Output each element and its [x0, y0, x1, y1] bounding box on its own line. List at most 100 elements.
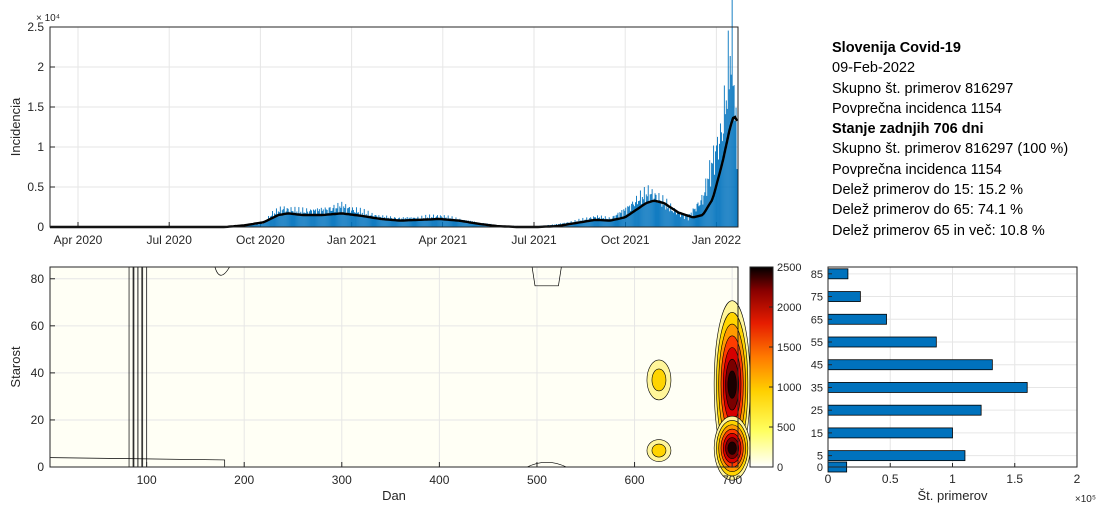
- incidence-bar: [646, 196, 648, 227]
- incidence-bar: [433, 214, 434, 227]
- incidence-bar: [323, 215, 325, 227]
- incidence-bar: [271, 215, 272, 227]
- incidence-bar: [616, 214, 618, 227]
- heatmap-x-tick-label: 700: [722, 473, 742, 487]
- incidence-bar: [473, 223, 474, 227]
- incidence-bar: [726, 108, 728, 227]
- incidence-bar: [407, 221, 409, 227]
- incidence-bar: [387, 218, 389, 227]
- incidence-bar: [402, 217, 404, 227]
- incidence-bar: [412, 217, 414, 227]
- incidence-bar: [349, 207, 351, 227]
- incidence-bar: [259, 223, 261, 227]
- incidence-bar: [437, 217, 439, 227]
- incidence-y-tick-label: 1: [37, 140, 44, 154]
- incidence-bar: [673, 212, 675, 227]
- incidence-bar: [606, 218, 608, 227]
- incidence-bar: [388, 217, 390, 227]
- incidence-bar: [453, 219, 455, 227]
- incidence-bar: [480, 223, 482, 227]
- incidence-bar: [680, 213, 682, 227]
- incidence-bar: [361, 212, 363, 227]
- info-total-cases: Skupno št. primerov 816297: [832, 80, 1014, 97]
- heatmap-hotspot-contour: [727, 370, 737, 399]
- incidence-bar: [416, 218, 418, 227]
- incidence-bar: [452, 219, 454, 227]
- incidence-y-tick-label: 2.5: [27, 20, 44, 34]
- incidence-y-tick-label: 0.5: [27, 180, 44, 194]
- incidence-bar: [634, 206, 636, 227]
- incidence-chart: [49, 0, 739, 229]
- incidence-bar: [668, 207, 670, 227]
- incidence-bar: [686, 215, 688, 227]
- incidence-bar: [411, 220, 413, 227]
- incidence-bar: [649, 194, 651, 227]
- colorbar-tick-label: 0: [777, 462, 783, 474]
- incidence-bar: [432, 217, 433, 227]
- incidence-bar: [346, 213, 348, 227]
- incidence-bar: [651, 189, 653, 227]
- incidence-bar: [277, 211, 279, 227]
- incidence-bar: [309, 211, 311, 227]
- incidence-bar: [711, 162, 713, 227]
- incidence-bar: [678, 212, 680, 227]
- incidence-bar: [729, 56, 731, 228]
- incidence-bar: [464, 220, 466, 227]
- incidence-bar: [401, 218, 403, 227]
- heatmap-x-tick-label: 200: [234, 473, 254, 487]
- incidence-bar: [442, 219, 444, 227]
- info-period-title: Stanje zadnjih 706 dni: [832, 121, 984, 138]
- incidence-bar: [603, 220, 605, 227]
- incidence-bar: [329, 207, 331, 227]
- incidence-bar: [460, 219, 462, 227]
- heatmap-hotspot-contour: [651, 368, 667, 392]
- incidence-bar: [354, 212, 355, 227]
- incidence-bar: [359, 207, 361, 227]
- incidence-bar: [597, 215, 598, 227]
- incidence-bar: [689, 214, 691, 227]
- incidence-bar: [635, 202, 636, 227]
- incidence-bar: [366, 215, 368, 227]
- incidence-y-label: Incidencia: [8, 97, 23, 156]
- incidence-x-tick-label: Jan 2021: [327, 233, 377, 247]
- incidence-bar: [256, 223, 258, 227]
- heatmap-y-tick-label: 80: [31, 272, 45, 286]
- incidence-bar: [343, 206, 345, 227]
- info-panel: Slovenija Covid-19 09-Feb-2022 Skupno št…: [832, 38, 1068, 241]
- incidence-bar: [391, 218, 393, 227]
- incidence-bar: [380, 216, 382, 227]
- incidence-bar: [321, 210, 323, 227]
- incidence-bar: [609, 218, 611, 227]
- incidence-bar: [682, 214, 684, 227]
- incidence-bar: [258, 224, 260, 227]
- incidence-bar: [458, 220, 460, 227]
- incidence-bar: [342, 212, 344, 227]
- incidence-bar: [736, 169, 738, 227]
- incidence-bar: [661, 206, 663, 227]
- incidence-bar: [316, 208, 318, 227]
- incidence-bar: [628, 206, 630, 227]
- colorbar: [749, 266, 774, 468]
- incidence-bar: [326, 209, 328, 227]
- incidence-bar: [295, 212, 297, 227]
- incidence-bar: [417, 216, 419, 227]
- incidence-bar: [599, 220, 601, 227]
- heatmap-x-tick-label: 100: [137, 473, 157, 487]
- incidence-bar: [676, 214, 677, 227]
- incidence-bar: [436, 215, 438, 227]
- incidence-bar: [267, 219, 269, 227]
- incidence-bar: [719, 123, 721, 227]
- incidence-bar: [722, 133, 724, 227]
- incidence-bar: [356, 212, 358, 227]
- incidence-bar: [573, 222, 575, 227]
- incidence-bar: [286, 208, 288, 227]
- incidence-bar: [291, 211, 293, 227]
- incidence-bar: [705, 178, 707, 227]
- incidence-bar: [415, 219, 417, 227]
- incidence-bar: [339, 206, 341, 227]
- incidence-y-tick-label: 0: [37, 220, 44, 234]
- incidence-bar: [400, 218, 402, 227]
- incidence-bar: [330, 211, 332, 227]
- incidence-bar: [353, 210, 354, 227]
- incidence-bar: [289, 213, 291, 227]
